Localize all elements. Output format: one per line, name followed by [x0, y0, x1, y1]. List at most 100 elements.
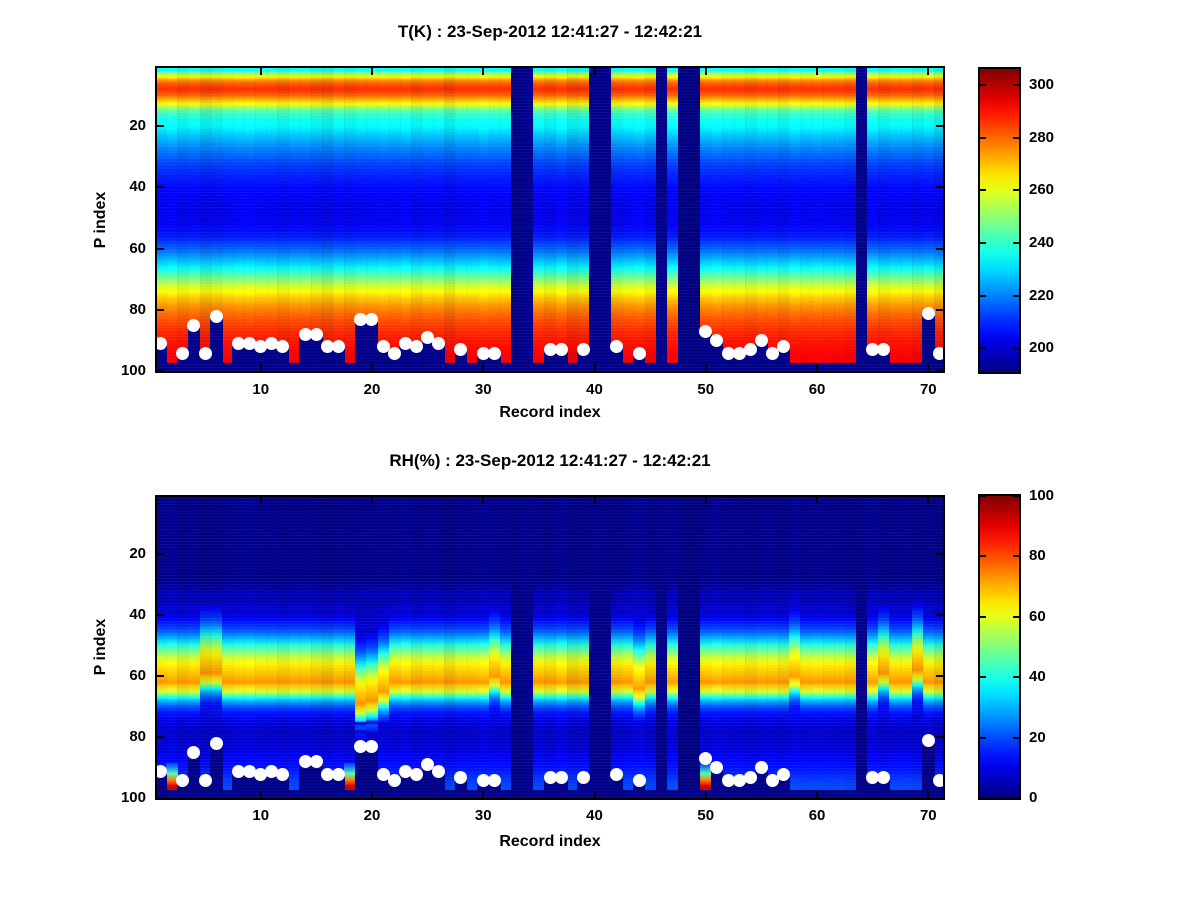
surface-marker: [454, 770, 468, 784]
heatmap-column: [488, 66, 501, 373]
heatmap-column: [744, 495, 757, 800]
heatmap-column: [210, 66, 223, 373]
heatmap-column: [488, 495, 501, 800]
heatmap-column: [677, 66, 690, 373]
heatmap-column: [566, 66, 579, 373]
heatmap-column: [611, 66, 624, 373]
colorbar-tick-right: [1013, 495, 1019, 497]
heatmap-column: [333, 495, 345, 800]
surface-marker: [632, 773, 646, 787]
surface-marker: [198, 773, 212, 787]
heatmap-column: [410, 495, 423, 800]
subsurface-mask: [933, 352, 945, 373]
surface-marker: [554, 343, 568, 357]
surface-marker: [766, 346, 780, 360]
surface-marker: [332, 767, 346, 781]
surface-marker: [254, 767, 268, 781]
x-tick-label: 60: [808, 807, 826, 824]
colorbar-tick-label: 100: [1029, 487, 1055, 504]
heatmap-column: [544, 495, 557, 800]
surface-marker: [710, 334, 724, 348]
y-tick-label: 20: [129, 545, 146, 563]
heatmap-column: [766, 66, 779, 373]
heatmap-column: [700, 495, 713, 800]
heatmap-column: [533, 66, 546, 373]
heatmap-column: [833, 66, 846, 373]
heatmap-column: [789, 66, 802, 373]
heatmap-column: [399, 495, 412, 800]
heatmap-column: [433, 495, 446, 800]
surface-marker: [387, 346, 401, 360]
colorbar-tick-right: [1013, 136, 1019, 139]
surface-marker: [209, 737, 223, 751]
y-tick-label: 100: [120, 362, 146, 380]
heatmap-column: [232, 495, 245, 800]
heatmap-column: [188, 66, 201, 373]
x-tick-label: 30: [474, 381, 492, 398]
heatmap-column: [577, 495, 590, 800]
surface-marker: [777, 767, 791, 781]
surface-marker: [699, 325, 713, 339]
heatmap-column: [622, 495, 635, 800]
heatmap-column: [844, 495, 857, 800]
surface-marker: [777, 340, 791, 354]
heatmap-column: [511, 66, 523, 373]
surface-marker: [721, 346, 735, 360]
heatmap-column: [644, 66, 657, 373]
surface-marker: [476, 773, 490, 787]
surface-marker: [921, 734, 935, 748]
heatmap-column: [733, 66, 746, 373]
heatmap-column: [878, 66, 891, 373]
colorbar-tick-label: 300: [1029, 75, 1055, 93]
heatmap-column: [522, 66, 535, 373]
heatmap-column: [522, 495, 535, 800]
heatmap-column: [166, 66, 179, 373]
heatmap-column: [844, 66, 857, 373]
heatmap-column: [778, 66, 791, 373]
x-tick-label: 20: [363, 381, 381, 398]
heatmap-column: [466, 66, 479, 373]
surface-marker: [176, 773, 190, 787]
colorbar-tick-right: [1013, 83, 1019, 86]
heatmap-column: [600, 66, 612, 373]
heatmap-column: [344, 66, 357, 373]
x-tick-label: 30: [474, 807, 492, 824]
colorbar-tick-label: 260: [1029, 181, 1055, 199]
subsurface-mask: [210, 742, 223, 800]
surface-marker: [877, 770, 891, 784]
heatmap-column: [499, 495, 512, 800]
surface-marker: [365, 740, 379, 754]
bottom-panel-title: RH(%) : 23-Sep-2012 12:41:27 - 12:42:21: [389, 451, 711, 470]
surface-marker: [309, 755, 323, 769]
colorbar-tick: [980, 347, 986, 350]
heatmap-column: [333, 66, 345, 373]
heatmap-column: [188, 495, 201, 800]
colorbar-tick-right: [1013, 555, 1019, 558]
x-tick-label: 20: [363, 807, 381, 824]
heatmap-column: [455, 66, 468, 373]
heatmap-column: [444, 66, 457, 373]
heatmap-column: [266, 66, 279, 373]
surface-marker: [432, 764, 446, 778]
heatmap-column: [811, 495, 824, 800]
surface-marker: [209, 309, 223, 323]
bottom-mask: [155, 363, 945, 373]
heatmap-column: [499, 66, 512, 373]
heatmap-column: [299, 495, 312, 800]
heatmap-column: [677, 495, 690, 800]
colorbar-tick: [980, 83, 986, 86]
y-tick-label: 100: [120, 789, 146, 807]
heatmap-column: [199, 66, 212, 373]
heatmap-column: [711, 66, 724, 373]
heatmap-column: [600, 495, 612, 800]
colorbar-tick-right: [1013, 294, 1019, 297]
heatmap-column: [588, 495, 601, 800]
x-tick-label: 60: [808, 381, 826, 398]
heatmap-column: [789, 495, 802, 800]
heatmap-column: [366, 66, 379, 373]
subsurface-mask: [187, 751, 201, 800]
heatmap-column: [822, 66, 835, 373]
subsurface-mask: [187, 324, 201, 373]
x-tick-label: 10: [252, 807, 270, 824]
heatmap-column: [778, 495, 791, 800]
